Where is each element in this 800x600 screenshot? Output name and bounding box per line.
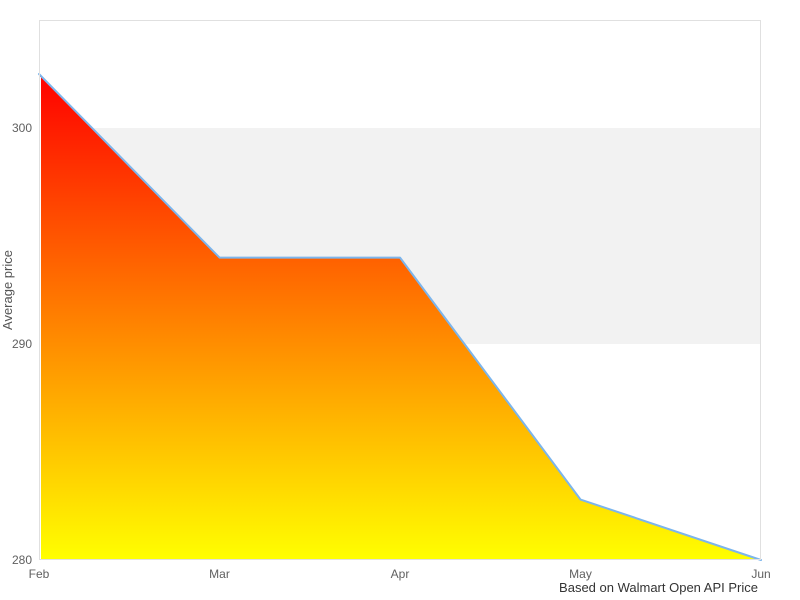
x-axis-tick-label: Feb — [29, 567, 50, 581]
chart-caption: Based on Walmart Open API Price — [559, 580, 758, 595]
y-axis-tick-label: 300 — [12, 121, 32, 135]
y-axis-title: Average price — [0, 250, 15, 330]
x-axis-tick-label: Mar — [209, 567, 230, 581]
x-axis-tick-label: May — [569, 567, 592, 581]
y-axis-tick-label: 280 — [12, 553, 32, 567]
area-series[interactable] — [39, 74, 761, 560]
x-axis-tick-label: Jun — [751, 567, 770, 581]
x-axis-tick-label: Apr — [391, 567, 410, 581]
plot-border — [39, 20, 761, 560]
series-line[interactable] — [38, 73, 762, 561]
y-axis-tick-label: 290 — [12, 337, 32, 351]
